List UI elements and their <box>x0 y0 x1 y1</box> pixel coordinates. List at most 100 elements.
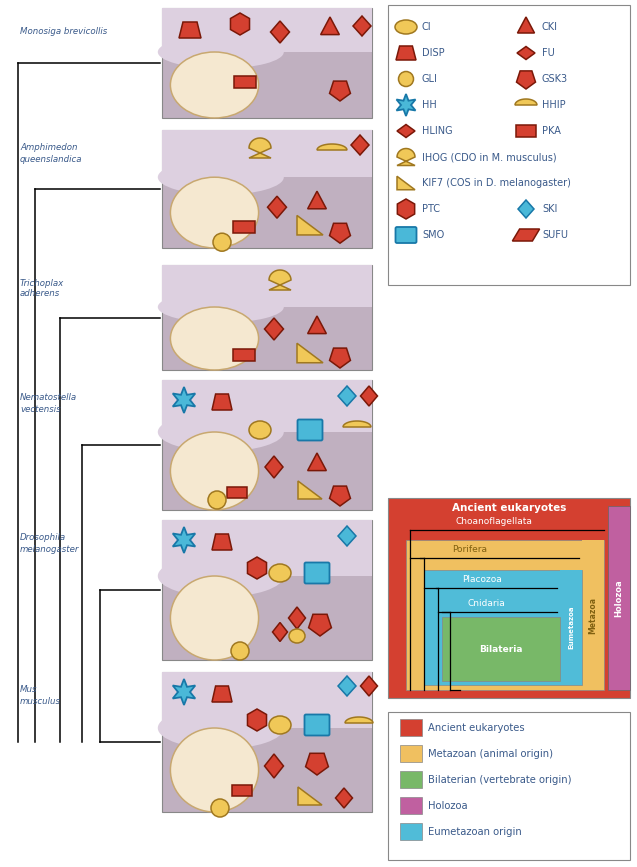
Bar <box>162 8 372 118</box>
Text: Ancient eukaryotes: Ancient eukaryotes <box>452 503 566 513</box>
Ellipse shape <box>158 707 284 749</box>
Polygon shape <box>297 343 323 362</box>
Polygon shape <box>247 557 266 579</box>
Ellipse shape <box>395 20 417 34</box>
Polygon shape <box>179 22 201 38</box>
Polygon shape <box>265 456 283 478</box>
Polygon shape <box>517 71 536 89</box>
Text: Amphimedon: Amphimedon <box>20 144 78 153</box>
Text: Trichoplax: Trichoplax <box>20 278 64 288</box>
Polygon shape <box>338 676 356 696</box>
Polygon shape <box>361 676 378 696</box>
Bar <box>233 221 255 233</box>
Polygon shape <box>397 125 415 138</box>
Polygon shape <box>268 196 287 218</box>
Ellipse shape <box>211 799 229 817</box>
Polygon shape <box>173 527 196 553</box>
Polygon shape <box>212 686 232 702</box>
Bar <box>162 520 372 576</box>
Text: PTC: PTC <box>422 204 440 214</box>
Bar <box>162 130 372 248</box>
Polygon shape <box>212 534 232 550</box>
Polygon shape <box>329 349 350 368</box>
Text: Bilaterian (vertebrate origin): Bilaterian (vertebrate origin) <box>428 775 571 785</box>
Ellipse shape <box>171 52 259 118</box>
Ellipse shape <box>231 642 249 660</box>
Polygon shape <box>517 47 535 60</box>
Bar <box>388 5 630 285</box>
Text: vectensis: vectensis <box>20 405 61 414</box>
Bar <box>400 797 422 814</box>
Text: Ancient eukaryotes: Ancient eukaryotes <box>428 723 525 733</box>
Text: adherens: adherens <box>20 290 61 298</box>
Ellipse shape <box>249 421 271 439</box>
Text: Drosophila: Drosophila <box>20 533 66 543</box>
Bar <box>162 380 372 510</box>
Bar <box>560 570 582 685</box>
Text: queenslandica: queenslandica <box>20 154 83 164</box>
Ellipse shape <box>158 160 284 195</box>
Ellipse shape <box>171 177 259 248</box>
Bar <box>162 8 372 52</box>
Polygon shape <box>343 421 371 427</box>
Text: DISP: DISP <box>422 48 445 58</box>
Polygon shape <box>397 176 415 190</box>
Text: Bilateria: Bilateria <box>479 644 523 654</box>
Polygon shape <box>264 754 283 778</box>
Polygon shape <box>308 316 326 334</box>
Polygon shape <box>336 788 352 808</box>
Polygon shape <box>353 16 371 36</box>
Text: HH: HH <box>422 100 437 110</box>
Polygon shape <box>338 526 356 546</box>
Text: Cnidaria: Cnidaria <box>468 599 506 609</box>
Ellipse shape <box>171 576 259 660</box>
Text: Metazoa: Metazoa <box>589 596 598 634</box>
Text: Nematostella: Nematostella <box>20 394 77 402</box>
Text: Porifera: Porifera <box>452 545 487 555</box>
Text: CKI: CKI <box>542 22 558 32</box>
Polygon shape <box>298 787 322 805</box>
Bar <box>388 712 630 860</box>
Bar <box>608 506 630 690</box>
Polygon shape <box>345 717 373 723</box>
Text: GSK3: GSK3 <box>542 74 568 84</box>
Text: CI: CI <box>422 22 432 32</box>
Bar <box>400 823 422 840</box>
Bar <box>162 130 372 177</box>
Text: Monosiga brevicollis: Monosiga brevicollis <box>20 27 107 36</box>
Polygon shape <box>329 486 350 506</box>
Polygon shape <box>338 386 356 406</box>
Text: Eumetazoan origin: Eumetazoan origin <box>428 827 522 837</box>
Polygon shape <box>517 17 534 33</box>
Polygon shape <box>173 387 196 413</box>
Ellipse shape <box>208 491 226 509</box>
Ellipse shape <box>171 432 259 510</box>
Ellipse shape <box>399 71 413 87</box>
Bar <box>162 380 372 432</box>
Text: HLING: HLING <box>422 126 453 136</box>
Polygon shape <box>308 192 326 209</box>
Polygon shape <box>308 615 331 636</box>
Polygon shape <box>212 394 232 410</box>
Text: PKA: PKA <box>542 126 561 136</box>
Ellipse shape <box>158 555 284 597</box>
Polygon shape <box>329 81 350 101</box>
Bar <box>400 771 422 788</box>
Polygon shape <box>512 229 540 241</box>
Polygon shape <box>396 94 415 116</box>
Ellipse shape <box>171 307 259 370</box>
Text: Holozoa: Holozoa <box>428 801 468 811</box>
Bar <box>233 349 255 361</box>
Text: SUFU: SUFU <box>542 230 568 240</box>
Text: musculus: musculus <box>20 696 61 706</box>
Polygon shape <box>289 607 306 629</box>
FancyBboxPatch shape <box>396 227 417 243</box>
Ellipse shape <box>213 233 231 251</box>
Bar <box>162 265 372 307</box>
Bar <box>388 498 630 698</box>
Polygon shape <box>298 481 322 499</box>
Text: Metazoan (animal origin): Metazoan (animal origin) <box>428 749 553 759</box>
Polygon shape <box>173 679 196 705</box>
Bar <box>424 570 582 685</box>
Polygon shape <box>273 623 287 642</box>
